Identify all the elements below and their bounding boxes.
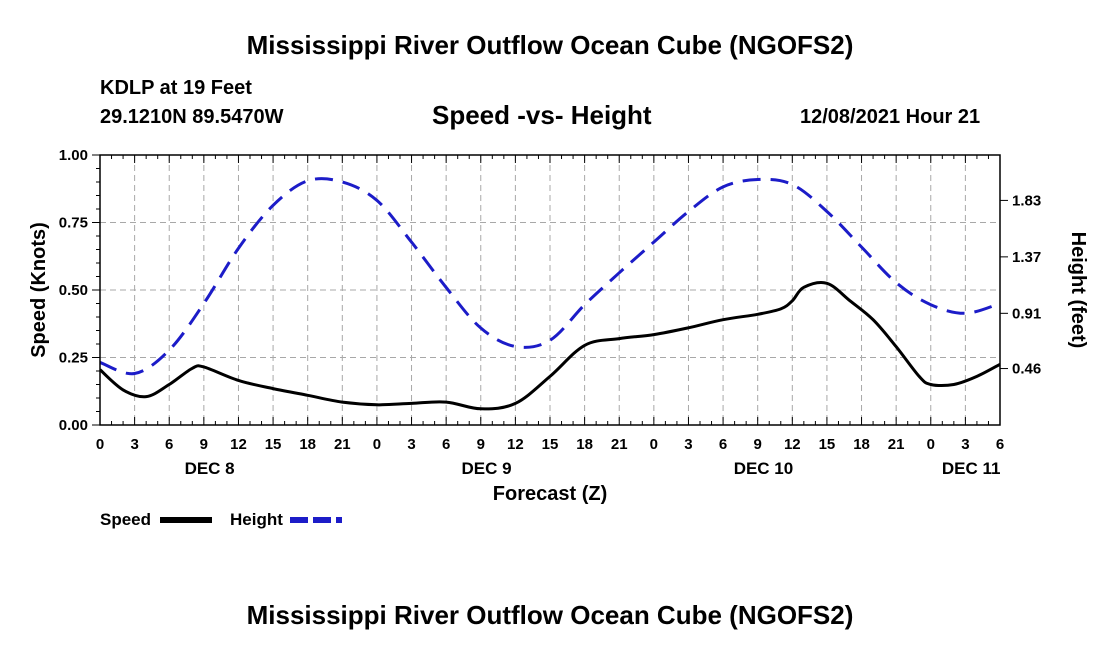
- x-axis-label: Forecast (Z): [493, 483, 607, 505]
- x-tick-label: 6: [165, 436, 173, 453]
- x-tick-label: 0: [96, 436, 104, 453]
- x-tick-label: 9: [754, 436, 762, 453]
- x-tick-label: 18: [299, 436, 316, 453]
- x-tick-label: 21: [611, 436, 628, 453]
- x-tick-label: 6: [442, 436, 450, 453]
- x-tick-label: 9: [477, 436, 485, 453]
- station-coordinates: 29.1210N 89.5470W: [100, 106, 284, 128]
- chart-title: Speed -vs- Height: [432, 100, 652, 130]
- x-tick-label: 15: [265, 436, 282, 453]
- y2-tick-label: 0.91: [1012, 305, 1041, 322]
- y-tick-label: 0.25: [59, 350, 88, 367]
- x-tick-label: 18: [853, 436, 870, 453]
- run-datetime: 12/08/2021 Hour 21: [800, 106, 981, 128]
- y-tick-label: 1.00: [59, 147, 88, 164]
- x-tick-label: 15: [542, 436, 559, 453]
- x-tick-label: 15: [819, 436, 836, 453]
- grid: [100, 155, 1000, 425]
- date-label: DEC 9: [461, 459, 511, 478]
- x-tick-label: 12: [784, 436, 801, 453]
- x-tick-label: 6: [996, 436, 1004, 453]
- series-height-line: [99, 177, 1001, 376]
- y2-tick-label: 0.46: [1012, 361, 1041, 378]
- x-tick-label: 3: [684, 436, 692, 453]
- page-title: Mississippi River Outflow Ocean Cube (NG…: [246, 30, 854, 60]
- date-label: DEC 8: [185, 459, 235, 478]
- y-tick-label: 0.00: [59, 417, 88, 434]
- x-tick-label: 0: [927, 436, 935, 453]
- x-tick-label: 18: [576, 436, 593, 453]
- x-tick-label: 3: [407, 436, 415, 453]
- x-tick-label: 3: [130, 436, 138, 453]
- x-tick-label: 9: [200, 436, 208, 453]
- x-tick-label: 6: [719, 436, 727, 453]
- series-speed-line: [98, 281, 1001, 411]
- date-label: DEC 11: [942, 459, 1001, 478]
- x-tick-label: 3: [961, 436, 969, 453]
- axes: 0 3 6 9 12 15 18 21 0 3 6 9 12 15 18 21 0 3 6 9 12 15 18 21 0 3 6D…: [59, 147, 1041, 478]
- y-tick-label: 0.75: [59, 215, 88, 232]
- series-lines: [98, 177, 1001, 411]
- page-title-repeat: Mississippi River Outflow Ocean Cube (NG…: [246, 600, 854, 630]
- x-tick-label: 0: [373, 436, 381, 453]
- y2-tick-label: 1.83: [1012, 192, 1041, 209]
- x-tick-label: 21: [888, 436, 905, 453]
- y2-tick-label: 1.37: [1012, 249, 1041, 266]
- x-tick-label: 21: [334, 436, 351, 453]
- y-axis-label: Speed (Knots): [28, 222, 50, 358]
- y2-axis-label: Height (feet): [1067, 232, 1089, 349]
- x-tick-label: 12: [230, 436, 247, 453]
- legend-speed-label: Speed: [100, 510, 152, 529]
- x-tick-label: 0: [650, 436, 658, 453]
- y-tick-label: 0.50: [59, 282, 88, 299]
- date-label: DEC 10: [734, 459, 794, 478]
- x-tick-label: 12: [507, 436, 524, 453]
- station-label: KDLP at 19 Feet: [100, 77, 252, 99]
- legend-height-label: Height: [230, 510, 283, 529]
